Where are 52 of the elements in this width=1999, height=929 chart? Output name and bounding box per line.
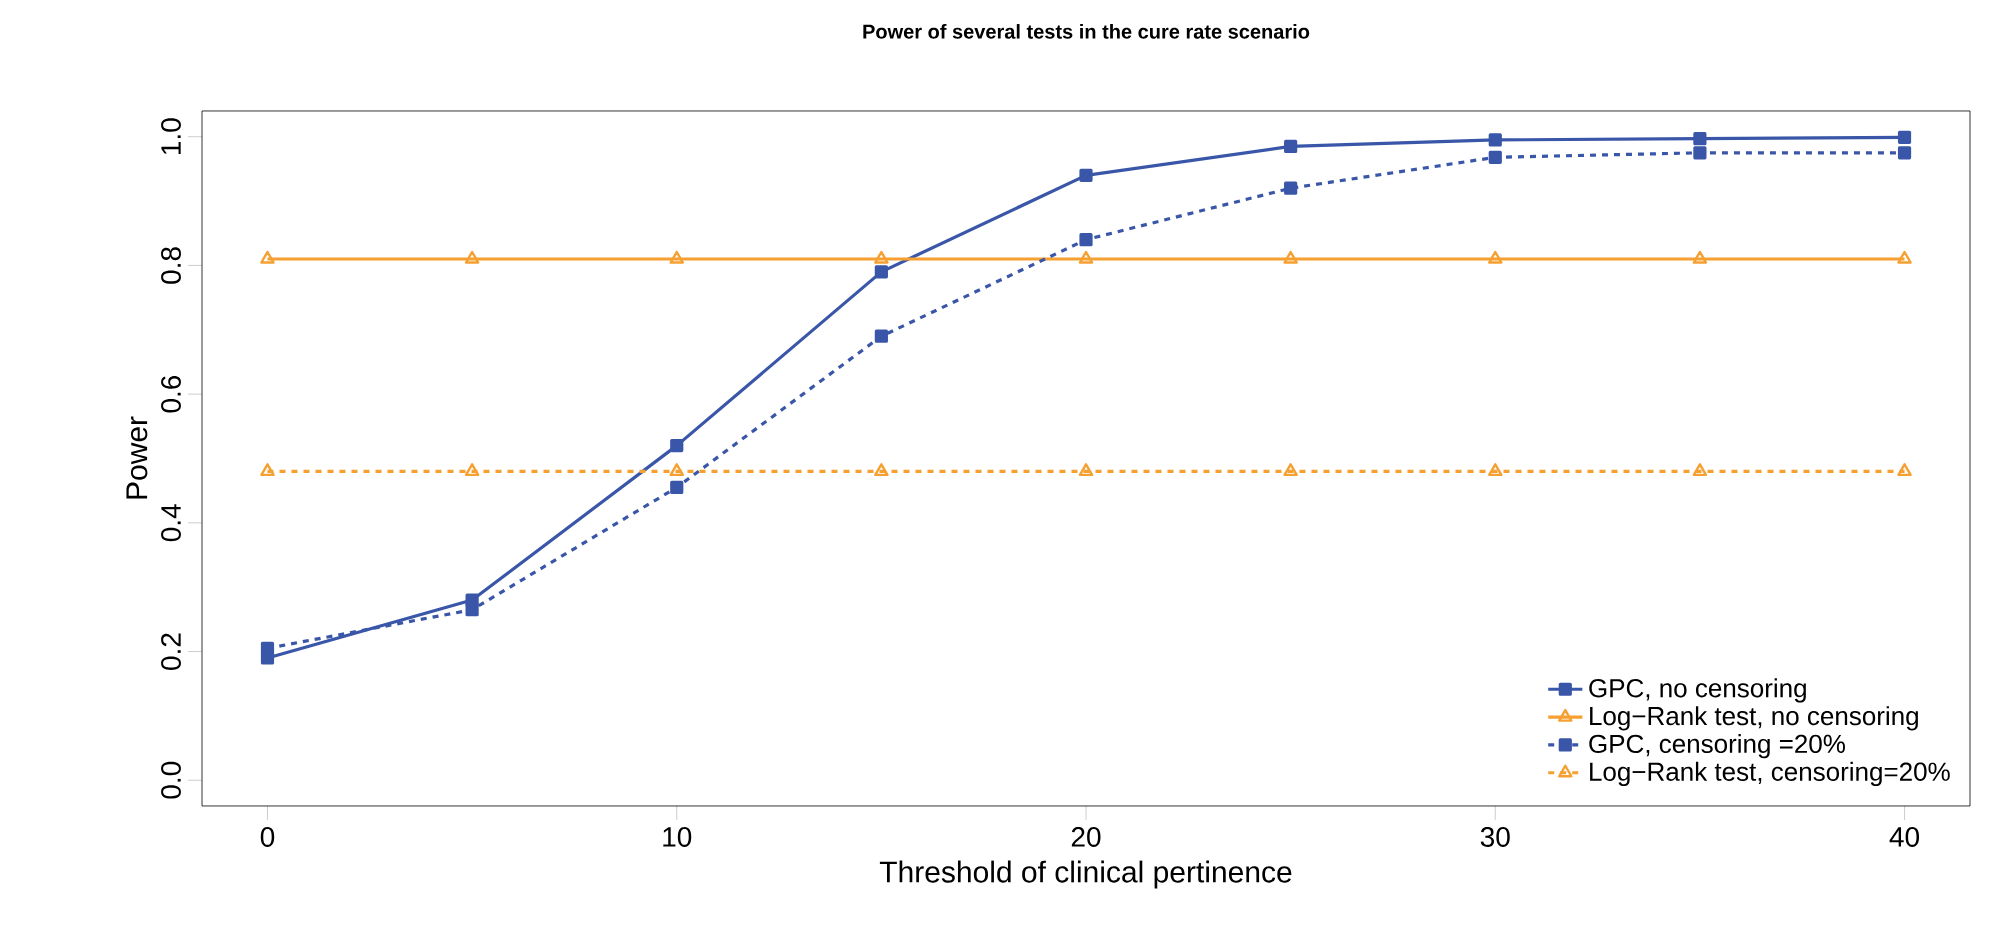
x-axis-title: Threshold of clinical pertinence xyxy=(879,860,1292,889)
x-tick-label: 40 xyxy=(1889,827,1920,847)
point xyxy=(1488,463,1503,477)
point xyxy=(670,439,684,453)
point xyxy=(1079,233,1093,247)
legend-label: Log−Rank test, censoring=20% xyxy=(1590,761,1950,787)
y-tick-label: 0.2 xyxy=(161,633,181,670)
legend-label: GPC, censoring =20% xyxy=(1589,733,1845,759)
point xyxy=(1897,250,1912,264)
y-tick-label: 0.4 xyxy=(161,504,181,542)
point xyxy=(1692,463,1708,477)
point xyxy=(874,463,889,477)
point xyxy=(874,265,888,279)
point xyxy=(1897,146,1912,160)
point xyxy=(1488,133,1502,147)
point xyxy=(465,603,479,617)
y-tick-label: 0.6 xyxy=(161,375,181,413)
point xyxy=(874,329,888,343)
point xyxy=(669,250,685,264)
point xyxy=(260,463,275,477)
point xyxy=(1078,463,1094,477)
x-tick-label: 10 xyxy=(663,827,692,847)
point xyxy=(260,641,275,655)
point xyxy=(1283,250,1298,264)
point xyxy=(464,463,480,477)
point xyxy=(464,250,480,264)
point xyxy=(260,250,275,264)
legend-label: Log−Rank test, no censoring xyxy=(1590,706,1918,731)
y-axis-title: Power xyxy=(126,416,148,499)
x-tick-label: 0 xyxy=(260,827,275,847)
x-tick-label: 20 xyxy=(1071,827,1101,847)
legend-label: GPC, no censoring xyxy=(1589,678,1806,703)
point xyxy=(1488,150,1502,164)
y-tick-label: 0.0 xyxy=(161,761,181,799)
point xyxy=(1284,139,1298,153)
y-tick-label: 0.8 xyxy=(161,247,181,284)
point xyxy=(1897,463,1912,477)
point xyxy=(874,250,889,264)
point xyxy=(1692,250,1708,264)
point xyxy=(1079,168,1093,182)
point xyxy=(1693,132,1707,146)
point xyxy=(1897,130,1912,144)
point xyxy=(669,463,685,477)
point xyxy=(1488,250,1503,264)
x-tick-label: 30 xyxy=(1480,827,1510,847)
y-tick-label: 1.0 xyxy=(161,118,181,155)
point xyxy=(1284,181,1298,195)
point xyxy=(1078,250,1094,264)
point xyxy=(1693,146,1707,160)
point xyxy=(1283,463,1298,477)
chart-title: Power of several tests in the cure rate scenario xyxy=(863,24,1310,39)
point xyxy=(670,480,684,495)
